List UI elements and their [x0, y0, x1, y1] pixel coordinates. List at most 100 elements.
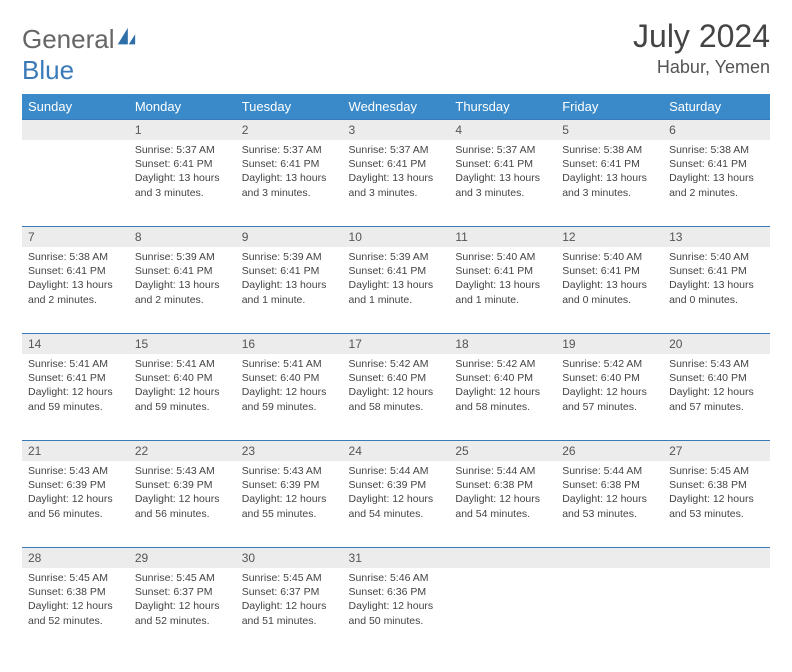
day-number: 10: [343, 227, 450, 248]
day-number: 18: [449, 334, 556, 355]
day-detail-cell: Sunrise: 5:41 AMSunset: 6:40 PMDaylight:…: [129, 354, 236, 441]
day-detail-cell: Sunrise: 5:42 AMSunset: 6:40 PMDaylight:…: [556, 354, 663, 441]
day-number: 9: [236, 227, 343, 248]
day-number: 19: [556, 334, 663, 355]
day-detail-cell: Sunrise: 5:37 AMSunset: 6:41 PMDaylight:…: [343, 140, 450, 227]
day-number: [556, 548, 663, 569]
day-detail-cell: [556, 568, 663, 654]
day-number: 3: [343, 120, 450, 141]
day-detail-text: [22, 140, 129, 149]
day-detail-text: Sunrise: 5:42 AMSunset: 6:40 PMDaylight:…: [343, 354, 450, 420]
day-detail-text: Sunrise: 5:42 AMSunset: 6:40 PMDaylight:…: [449, 354, 556, 420]
day-number: 17: [343, 334, 450, 355]
day-detail-cell: Sunrise: 5:38 AMSunset: 6:41 PMDaylight:…: [663, 140, 770, 227]
logo-sail-icon: [115, 26, 137, 48]
day-detail-text: Sunrise: 5:43 AMSunset: 6:39 PMDaylight:…: [22, 461, 129, 527]
day-number: 16: [236, 334, 343, 355]
day-detail-cell: Sunrise: 5:40 AMSunset: 6:41 PMDaylight:…: [449, 247, 556, 334]
day-detail-cell: Sunrise: 5:38 AMSunset: 6:41 PMDaylight:…: [22, 247, 129, 334]
day-detail-row: Sunrise: 5:43 AMSunset: 6:39 PMDaylight:…: [22, 461, 770, 548]
day-detail-cell: Sunrise: 5:39 AMSunset: 6:41 PMDaylight:…: [129, 247, 236, 334]
header: General Blue July 2024 Habur, Yemen: [22, 18, 770, 86]
day-number: 7: [22, 227, 129, 248]
weekday-fri: Friday: [556, 94, 663, 120]
day-detail-row: Sunrise: 5:45 AMSunset: 6:38 PMDaylight:…: [22, 568, 770, 654]
day-detail-cell: Sunrise: 5:37 AMSunset: 6:41 PMDaylight:…: [129, 140, 236, 227]
logo-part2: Blue: [22, 55, 74, 85]
day-number: [663, 548, 770, 569]
day-number: 22: [129, 441, 236, 462]
day-detail-text: [449, 568, 556, 577]
weekday-wed: Wednesday: [343, 94, 450, 120]
logo: General Blue: [22, 24, 137, 86]
day-detail-cell: Sunrise: 5:41 AMSunset: 6:40 PMDaylight:…: [236, 354, 343, 441]
day-detail-cell: [449, 568, 556, 654]
day-number: 4: [449, 120, 556, 141]
day-detail-cell: Sunrise: 5:43 AMSunset: 6:39 PMDaylight:…: [22, 461, 129, 548]
day-detail-cell: Sunrise: 5:37 AMSunset: 6:41 PMDaylight:…: [449, 140, 556, 227]
day-detail-text: Sunrise: 5:37 AMSunset: 6:41 PMDaylight:…: [236, 140, 343, 206]
day-detail-cell: Sunrise: 5:39 AMSunset: 6:41 PMDaylight:…: [236, 247, 343, 334]
title-block: July 2024 Habur, Yemen: [633, 18, 770, 78]
day-number: 23: [236, 441, 343, 462]
day-number-row: 78910111213: [22, 227, 770, 248]
day-detail-text: Sunrise: 5:43 AMSunset: 6:39 PMDaylight:…: [129, 461, 236, 527]
weekday-sun: Sunday: [22, 94, 129, 120]
day-detail-text: Sunrise: 5:41 AMSunset: 6:41 PMDaylight:…: [22, 354, 129, 420]
day-detail-cell: Sunrise: 5:39 AMSunset: 6:41 PMDaylight:…: [343, 247, 450, 334]
day-detail-text: Sunrise: 5:39 AMSunset: 6:41 PMDaylight:…: [343, 247, 450, 313]
day-number: 29: [129, 548, 236, 569]
day-detail-cell: Sunrise: 5:42 AMSunset: 6:40 PMDaylight:…: [449, 354, 556, 441]
day-number: 12: [556, 227, 663, 248]
day-detail-cell: Sunrise: 5:40 AMSunset: 6:41 PMDaylight:…: [556, 247, 663, 334]
weekday-tue: Tuesday: [236, 94, 343, 120]
day-detail-text: Sunrise: 5:44 AMSunset: 6:39 PMDaylight:…: [343, 461, 450, 527]
day-detail-text: Sunrise: 5:45 AMSunset: 6:37 PMDaylight:…: [236, 568, 343, 634]
day-number: 31: [343, 548, 450, 569]
day-detail-text: Sunrise: 5:38 AMSunset: 6:41 PMDaylight:…: [22, 247, 129, 313]
day-detail-text: Sunrise: 5:41 AMSunset: 6:40 PMDaylight:…: [129, 354, 236, 420]
day-detail-cell: Sunrise: 5:43 AMSunset: 6:39 PMDaylight:…: [236, 461, 343, 548]
day-number: [449, 548, 556, 569]
day-detail-text: Sunrise: 5:40 AMSunset: 6:41 PMDaylight:…: [449, 247, 556, 313]
day-detail-row: Sunrise: 5:38 AMSunset: 6:41 PMDaylight:…: [22, 247, 770, 334]
day-detail-text: Sunrise: 5:44 AMSunset: 6:38 PMDaylight:…: [449, 461, 556, 527]
day-number-row: 123456: [22, 120, 770, 141]
day-detail-text: Sunrise: 5:45 AMSunset: 6:37 PMDaylight:…: [129, 568, 236, 634]
day-detail-text: Sunrise: 5:43 AMSunset: 6:40 PMDaylight:…: [663, 354, 770, 420]
day-number: 14: [22, 334, 129, 355]
day-detail-text: Sunrise: 5:42 AMSunset: 6:40 PMDaylight:…: [556, 354, 663, 420]
day-detail-cell: Sunrise: 5:46 AMSunset: 6:36 PMDaylight:…: [343, 568, 450, 654]
day-detail-cell: Sunrise: 5:42 AMSunset: 6:40 PMDaylight:…: [343, 354, 450, 441]
day-detail-cell: [22, 140, 129, 227]
day-detail-cell: Sunrise: 5:45 AMSunset: 6:37 PMDaylight:…: [129, 568, 236, 654]
day-detail-text: Sunrise: 5:45 AMSunset: 6:38 PMDaylight:…: [22, 568, 129, 634]
day-number: 28: [22, 548, 129, 569]
day-detail-cell: Sunrise: 5:44 AMSunset: 6:38 PMDaylight:…: [556, 461, 663, 548]
day-number-row: 21222324252627: [22, 441, 770, 462]
day-detail-text: Sunrise: 5:40 AMSunset: 6:41 PMDaylight:…: [556, 247, 663, 313]
day-detail-cell: Sunrise: 5:38 AMSunset: 6:41 PMDaylight:…: [556, 140, 663, 227]
day-number: 8: [129, 227, 236, 248]
day-detail-cell: Sunrise: 5:43 AMSunset: 6:39 PMDaylight:…: [129, 461, 236, 548]
day-number: 6: [663, 120, 770, 141]
location-label: Habur, Yemen: [633, 57, 770, 78]
day-number: 21: [22, 441, 129, 462]
day-detail-text: Sunrise: 5:46 AMSunset: 6:36 PMDaylight:…: [343, 568, 450, 634]
day-number: 15: [129, 334, 236, 355]
day-number: [22, 120, 129, 141]
day-number: 26: [556, 441, 663, 462]
day-detail-cell: Sunrise: 5:44 AMSunset: 6:39 PMDaylight:…: [343, 461, 450, 548]
day-number: 11: [449, 227, 556, 248]
logo-text: General Blue: [22, 24, 137, 86]
day-number: 2: [236, 120, 343, 141]
day-detail-text: Sunrise: 5:45 AMSunset: 6:38 PMDaylight:…: [663, 461, 770, 527]
day-detail-text: Sunrise: 5:38 AMSunset: 6:41 PMDaylight:…: [663, 140, 770, 206]
day-detail-row: Sunrise: 5:37 AMSunset: 6:41 PMDaylight:…: [22, 140, 770, 227]
day-detail-text: Sunrise: 5:43 AMSunset: 6:39 PMDaylight:…: [236, 461, 343, 527]
weekday-mon: Monday: [129, 94, 236, 120]
day-detail-text: Sunrise: 5:39 AMSunset: 6:41 PMDaylight:…: [236, 247, 343, 313]
day-number: 20: [663, 334, 770, 355]
day-number: 1: [129, 120, 236, 141]
day-number: 13: [663, 227, 770, 248]
